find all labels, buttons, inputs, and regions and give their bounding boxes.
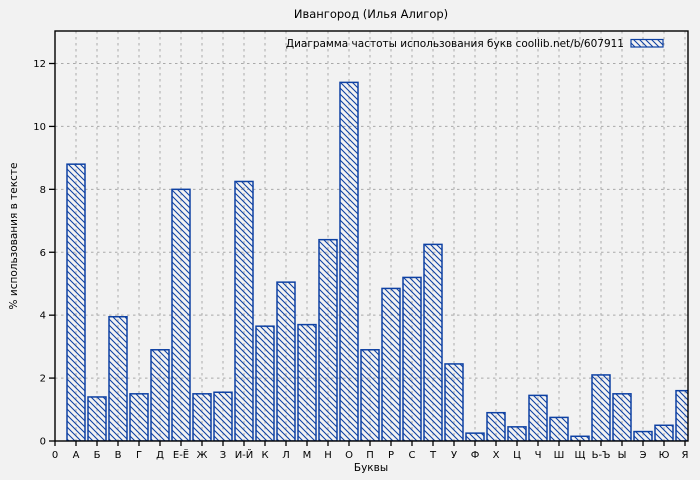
bar-М [297,323,317,441]
x-axis-label: Буквы [354,462,388,474]
bar-Б [87,396,107,441]
y-tick-label-4: 4 [40,311,46,322]
y-tick-label-2: 2 [40,374,46,385]
x-tick-label-Н: Н [324,450,332,461]
bar-Щ [570,435,590,441]
x-tick-label-Д: Д [156,450,164,461]
bars-group [66,81,688,441]
x-tick-label-Т: Т [429,450,437,461]
bar-Л [276,281,296,441]
bar-Ф [465,432,485,441]
x-tick-label-Ч: Ч [535,450,542,461]
x-tick-label-З: З [220,450,226,461]
x-tick-label-Ы: Ы [618,450,627,461]
bar-Ю [654,424,674,441]
bar-К [255,325,275,441]
x-tick-label-Ц: Ц [513,450,521,461]
bar-С [402,276,422,441]
x-tick-label-Ь-Ъ: Ь-Ъ [592,450,611,461]
bar-Р [381,287,401,441]
bar-А [66,163,86,441]
bar-Ж [192,393,212,441]
x-tick-label-М: М [303,450,312,461]
x-tick-label-Х: Х [493,450,500,461]
x-tick-label-К: К [261,450,268,461]
bar-Д [150,349,170,441]
x-tick-label-А: А [73,450,80,461]
y-tick-label-0: 0 [40,437,46,448]
x-tick-label-П: П [366,450,374,461]
x-tick-label-Э: Э [640,450,647,461]
chart-title: Ивангород (Илья Алигор) [294,7,448,21]
bar-В [108,315,128,441]
legend-label: Диаграмма частоты использования букв coo… [286,38,624,50]
x-tick-label-Ш: Ш [554,450,565,461]
x-tick-label-Р: Р [388,450,394,461]
bar-Т [423,243,443,441]
gridlines [55,31,688,441]
bar-Н [318,238,338,441]
bar-Ч [528,394,548,441]
x-tick-label-0: 0 [52,450,58,461]
bar-З [213,391,233,441]
bar-П [360,349,380,441]
x-tick-label-Ж: Ж [197,450,208,461]
bar-Г [129,393,149,441]
x-tick-label-Ю: Ю [659,450,670,461]
x-tick-label-У: У [451,450,457,461]
tick-labels: 0 2 4 6 8 10 12 0 А Б В Г Д Е-Ё Ж З И-Й К Л М Н О П Р С Т У Ф Х Ц Ч Ш Щ Ь… [33,59,688,461]
x-tick-label-О: О [345,450,353,461]
bar-Ц [507,426,527,441]
x-tick-label-Л: Л [282,450,290,461]
bar-Ь-Ъ [591,374,611,441]
tick-marks [49,62,686,446]
x-tick-label-Ф: Ф [471,450,480,461]
x-tick-label-Щ: Щ [575,450,586,461]
x-tick-label-С: С [409,450,416,461]
y-tick-label-10: 10 [33,122,46,133]
y-tick-label-12: 12 [33,59,46,70]
bar-Х [486,411,506,441]
legend-swatch [630,38,664,48]
x-tick-label-Я: Я [682,450,689,461]
bar-И-Й [234,180,254,441]
y-tick-label-8: 8 [40,185,46,196]
bar-О [339,81,359,441]
y-tick-label-6: 6 [40,248,46,259]
y-axis-label: % использования в тексте [8,163,20,310]
x-tick-label-Е-Ё: Е-Ё [173,448,189,461]
bar-Э [633,430,653,441]
x-tick-label-В: В [115,450,122,461]
x-tick-label-Б: Б [94,450,101,461]
x-tick-label-Г: Г [136,450,142,461]
bar-Ы [612,393,632,441]
bar-Ш [549,416,569,441]
plot-border [54,30,689,442]
bar-Е-Ё [171,188,191,441]
bar-У [444,363,464,441]
x-tick-label-И-Й: И-Й [235,448,254,461]
